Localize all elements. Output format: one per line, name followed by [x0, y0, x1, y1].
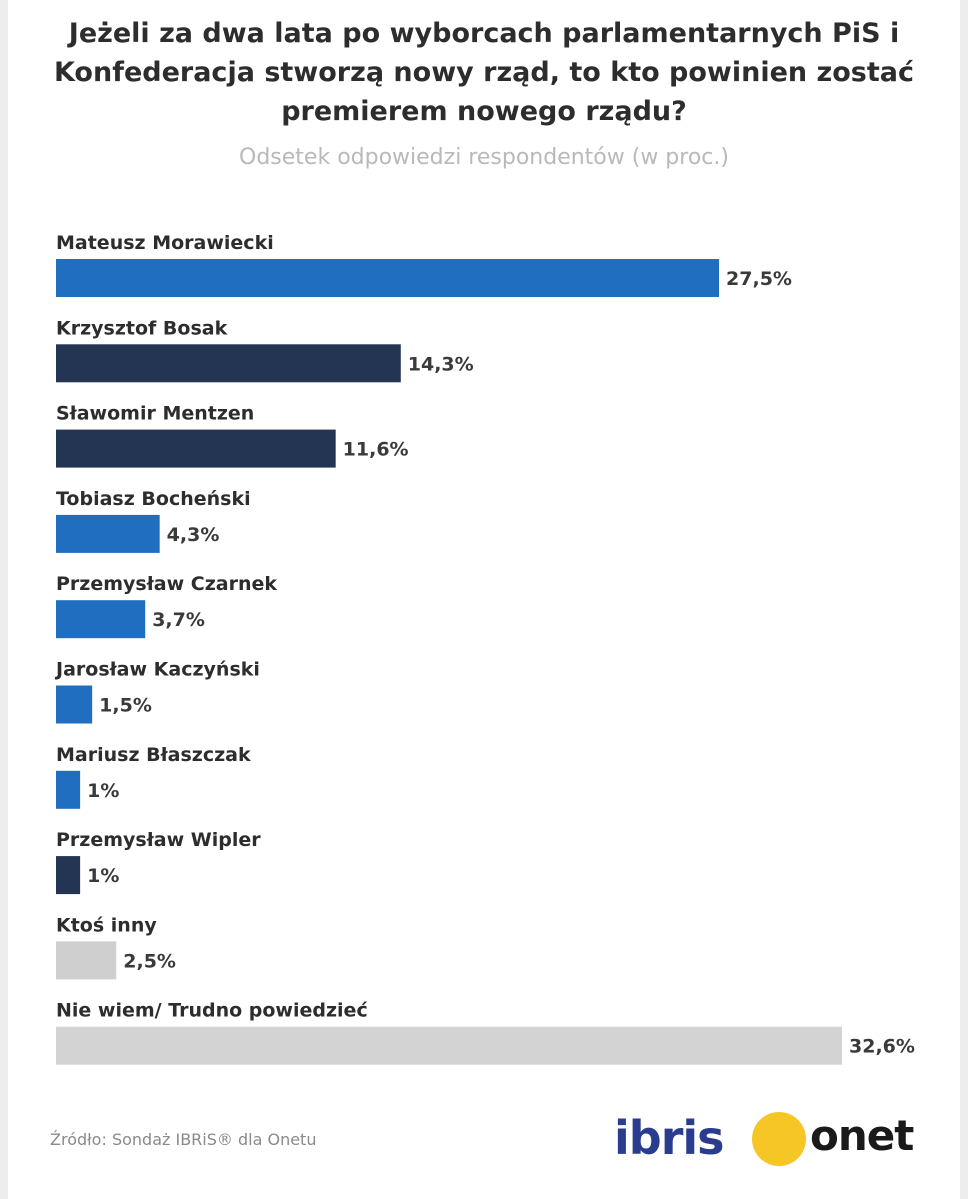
value-label: 1% [87, 780, 119, 802]
onet-dot-icon [752, 1112, 806, 1166]
category-label: Sławomir Mentzen [56, 403, 254, 425]
chart-title: Jeżeli za dwa lata po wyborcach parlamen… [53, 18, 915, 127]
chart-subtitle: Odsetek odpowiedzi respondentów (w proc.… [239, 145, 729, 170]
category-label: Ktoś inny [56, 914, 157, 936]
bar-chart: Mateusz Morawiecki 27,5% Krzysztof Bosak 14… [54, 232, 915, 1065]
value-label: 1% [87, 865, 119, 887]
value-label: 1,5% [99, 695, 152, 717]
category-label: Tobiasz Bocheński [56, 488, 251, 510]
value-label: 2,5% [123, 950, 176, 972]
chart-card: Jeżeli za dwa lata po wyborcach parlamen… [8, 0, 960, 1199]
value-label: 3,7% [152, 609, 205, 631]
bar [56, 856, 81, 895]
ibris-logo: ibris [614, 1111, 725, 1165]
value-label: 14,3% [408, 353, 474, 375]
onet-logo: onet [810, 1111, 914, 1160]
value-label: 27,5% [726, 268, 792, 290]
category-label: Mateusz Morawiecki [56, 232, 274, 254]
value-label: 11,6% [343, 439, 409, 461]
bar [56, 514, 160, 553]
category-label: Krzysztof Bosak [56, 317, 228, 339]
bar [56, 259, 720, 297]
category-label: Mariusz Błaszczak [56, 744, 251, 766]
source-note: Źródło: Sondaż IBRiS® dla Onetu [50, 1130, 317, 1149]
value-label: 32,6% [849, 1036, 915, 1058]
bar [56, 429, 336, 468]
bar [56, 344, 401, 383]
bar [56, 941, 117, 980]
bar [56, 1026, 842, 1065]
category-label: Nie wiem/ Trudno powiedzieć [56, 1000, 368, 1022]
category-label: Jarosław Kaczyński [54, 659, 260, 681]
category-label: Przemysław Wipler [56, 829, 261, 851]
bar [56, 600, 146, 639]
bar [56, 770, 81, 809]
bar [56, 685, 93, 724]
category-label: Przemysław Czarnek [56, 573, 277, 595]
value-label: 4,3% [167, 524, 220, 546]
